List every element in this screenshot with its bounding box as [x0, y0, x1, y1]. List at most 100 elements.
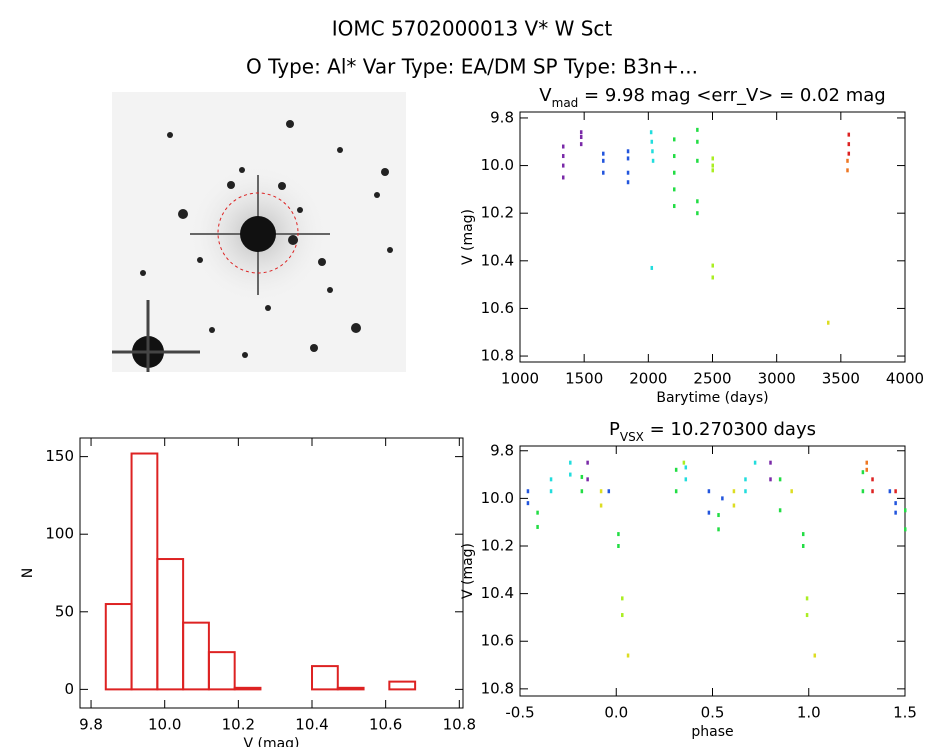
data-point: [801, 544, 805, 548]
data-point: [865, 467, 868, 472]
data-point: [579, 142, 583, 147]
data-point: [753, 460, 757, 465]
x-tick-label: 0.0: [604, 704, 628, 722]
data-point: [847, 142, 851, 147]
data-point: [769, 477, 772, 482]
histogram-bar: [104, 603, 133, 691]
data-point: [696, 158, 699, 163]
y-axis-title: V (mag): [460, 209, 476, 265]
data-point: [721, 496, 724, 501]
histogram-bar: [336, 686, 365, 691]
data-point: [904, 527, 907, 532]
data-point: [599, 503, 603, 508]
data-point: [626, 170, 630, 175]
data-point: [801, 532, 805, 537]
x-tick-label: 1.5: [893, 704, 917, 722]
data-point: [586, 477, 589, 482]
x-tick-label: 3000: [758, 370, 796, 388]
data-point: [602, 170, 605, 175]
data-point: [707, 489, 711, 494]
title-subscript: VSX: [620, 430, 644, 444]
title-text: = 10.270300 days: [644, 419, 816, 440]
data-point: [696, 127, 699, 132]
data-point: [696, 211, 699, 216]
x-tick-label: 4000: [886, 370, 924, 388]
data-point: [717, 513, 720, 518]
x-tick-label: 2000: [629, 370, 667, 388]
data-point: [626, 156, 630, 161]
y-tick-label: 10.8: [481, 679, 514, 697]
x-tick-label: -0.5: [505, 704, 534, 722]
page-title: IOMC 5702000013 V* W Sct: [332, 17, 613, 41]
histogram-bar: [207, 651, 236, 691]
data-point: [626, 653, 630, 658]
data-point: [847, 151, 851, 156]
data-point: [626, 149, 630, 154]
data-point: [602, 158, 605, 163]
data-point: [549, 489, 553, 494]
histogram-bar: [156, 558, 185, 691]
data-point: [732, 503, 736, 508]
data-point: [599, 489, 603, 494]
data-point: [561, 144, 565, 149]
data-point: [717, 527, 720, 532]
data-point: [617, 544, 620, 548]
data-point: [732, 489, 736, 494]
y-tick-label: 10.4: [481, 251, 514, 269]
data-point: [894, 501, 897, 506]
data-point: [684, 465, 688, 470]
data-point: [580, 474, 584, 479]
data-point: [674, 489, 678, 494]
x-tick-label: 10.4: [295, 716, 328, 734]
data-point: [682, 460, 686, 465]
histogram-bar: [182, 621, 210, 691]
data-point: [805, 596, 809, 601]
data-point: [561, 154, 565, 159]
y-tick-label: 0: [64, 680, 74, 698]
y-tick-label: 10.8: [481, 347, 514, 365]
data-point: [673, 187, 676, 192]
data-point: [861, 470, 865, 475]
x-tick-label: 10.2: [222, 716, 255, 734]
data-point: [778, 477, 782, 482]
data-point: [696, 199, 699, 204]
x-axis-title: V (mag): [243, 736, 299, 747]
y-tick-label: 10.4: [481, 584, 514, 602]
x-axis-title: Barytime (days): [656, 390, 768, 406]
data-point: [651, 158, 655, 163]
data-point: [651, 149, 654, 154]
data-point: [673, 170, 676, 175]
plot-frame: [79, 437, 464, 709]
data-point: [805, 613, 809, 618]
data-point: [579, 135, 583, 139]
data-point: [561, 163, 565, 168]
data-point: [536, 510, 539, 515]
data-point: [579, 130, 583, 135]
data-point: [617, 532, 620, 537]
data-point: [674, 467, 678, 472]
histogram-bar: [233, 686, 262, 691]
data-point: [711, 163, 714, 168]
data-point: [673, 154, 676, 159]
data-point: [846, 158, 849, 163]
data-point: [526, 501, 530, 506]
data-point: [861, 489, 865, 494]
x-tick-label: 9.8: [79, 716, 103, 734]
data-point: [621, 613, 624, 618]
data-point: [673, 204, 676, 209]
page-subtitle: O Type: Al* Var Type: EA/DM SP Type: B3n…: [246, 55, 698, 79]
data-point: [607, 489, 611, 494]
plot-frame: [519, 445, 906, 697]
chart-title: Vmad = 9.98 mag <err_V> = 0.02 mag: [539, 85, 885, 110]
title-text: P: [609, 419, 620, 440]
data-point: [744, 477, 747, 482]
histogram-bar: [130, 452, 159, 691]
title-subscript: mad: [552, 96, 579, 110]
y-axis-title: N: [20, 568, 36, 578]
x-tick-label: 10.8: [443, 716, 476, 734]
data-point: [650, 139, 654, 144]
data-point: [684, 477, 688, 482]
x-tick-label: 10.6: [369, 716, 402, 734]
data-point: [865, 460, 868, 465]
